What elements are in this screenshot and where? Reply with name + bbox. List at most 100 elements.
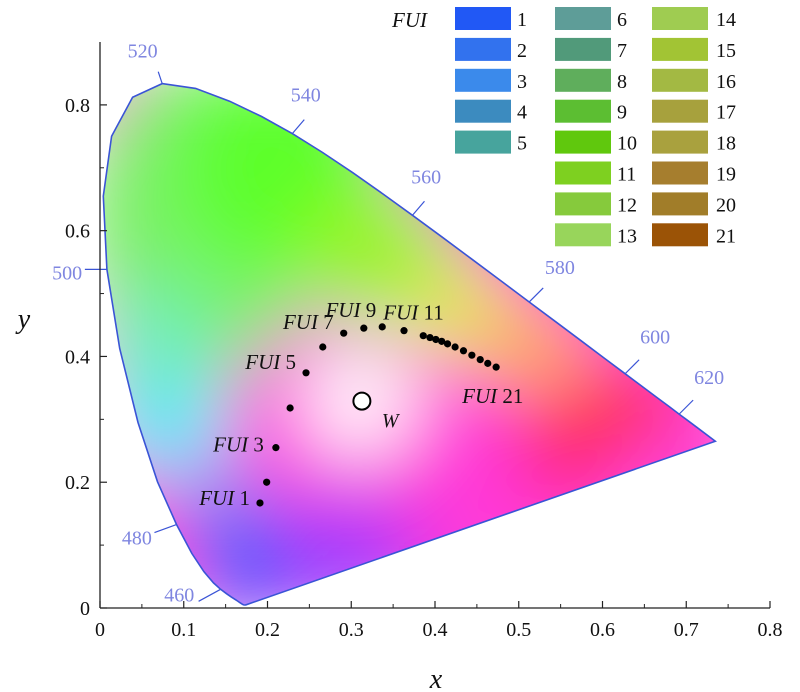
wavelength-label: 500 <box>52 262 82 284</box>
legend-label: 20 <box>716 194 736 216</box>
legend-label: 2 <box>517 40 527 62</box>
wavelength-label: 600 <box>640 327 670 349</box>
x-axis-title: x <box>429 664 443 692</box>
fui-point <box>302 369 310 377</box>
legend-swatch <box>455 99 511 123</box>
fui-point <box>419 332 427 340</box>
fui-point <box>476 355 484 364</box>
fui-point-label: FUI 3 <box>212 433 264 457</box>
legend-swatch <box>555 99 611 123</box>
fui-point <box>360 324 368 332</box>
legend-swatch <box>652 161 708 185</box>
legend-label: 8 <box>617 71 627 93</box>
fui-point-label: FUI 11 <box>382 301 443 325</box>
legend-title: FUI <box>391 8 428 32</box>
fui-point-label: FUI 21 <box>461 384 523 408</box>
fui-point <box>378 323 386 331</box>
legend-swatch <box>555 161 611 185</box>
x-tick-label: 0.2 <box>255 619 280 641</box>
fui-point <box>400 327 408 335</box>
y-axis-title: y <box>15 304 31 335</box>
y-tick-label: 0.2 <box>65 472 90 494</box>
wavelength-tick <box>198 588 221 602</box>
fui-point-label: FUI 7 <box>282 310 334 334</box>
wavelength-tick <box>154 523 177 534</box>
legend-label: 9 <box>617 102 627 124</box>
spectral-locus <box>102 82 717 606</box>
white-point-label: W <box>382 410 401 432</box>
x-tick-label: 0.7 <box>674 619 699 641</box>
fui-point <box>263 478 271 486</box>
x-tick-label: 0.4 <box>423 619 448 641</box>
legend-swatch <box>455 130 511 154</box>
x-tick-label: 0.3 <box>339 619 364 641</box>
fui-point <box>484 359 492 367</box>
legend-swatch <box>555 223 611 247</box>
fui-point <box>443 340 452 348</box>
fui-point <box>451 343 459 351</box>
y-tick-label: 0.6 <box>65 221 90 243</box>
legend-swatch <box>652 223 708 247</box>
fui-point-label: FUI 9 <box>324 298 376 322</box>
wavelength-label: 620 <box>694 367 724 389</box>
legend-label: 10 <box>617 133 637 155</box>
fui-point <box>492 363 500 371</box>
wavelength-label: 580 <box>545 257 575 279</box>
legend-label: 6 <box>617 9 627 31</box>
fui-point <box>340 329 348 337</box>
legend-swatch <box>652 68 708 92</box>
legend-label: 21 <box>716 225 736 247</box>
legend-swatch <box>652 7 708 30</box>
legend-label: 13 <box>617 225 637 247</box>
legend-label: 5 <box>517 133 527 155</box>
legend-swatch <box>555 130 611 154</box>
fui-point <box>286 404 294 412</box>
legend-label: 4 <box>517 102 527 124</box>
fui-points: W <box>256 323 500 507</box>
fui-point <box>256 499 264 507</box>
legend-label: 16 <box>716 71 736 93</box>
legend-label: 19 <box>716 164 736 186</box>
wavelength-labels: 460 480 500 520 540 560 580 600 620 <box>52 41 724 607</box>
y-tick-label: 0.8 <box>65 95 90 117</box>
x-tick-label: 0.1 <box>171 619 196 641</box>
fui-point <box>272 444 280 452</box>
fui-point-label: FUI 5 <box>244 350 296 374</box>
axes: 0 0.1 0.2 0.3 0.4 0.5 0.6 0.7 0.8 0 0.2 0.4 0.6 0.8 x y <box>15 42 783 692</box>
fui-point <box>468 351 476 359</box>
white-point <box>352 391 372 411</box>
fui-point <box>438 337 446 345</box>
fui-point <box>432 335 440 344</box>
wavelength-tick <box>157 71 163 84</box>
y-tick-label: 0.4 <box>65 346 90 368</box>
legend-label: 7 <box>617 40 627 62</box>
y-tick-label: 0 <box>80 598 90 620</box>
wavelength-tick <box>678 399 694 415</box>
fui-point-label: FUI 1 <box>198 486 250 510</box>
legend-swatch <box>555 192 611 216</box>
x-tick-label: 0.8 <box>758 619 783 641</box>
x-tick-label: 0.5 <box>506 619 531 641</box>
x-tick-label: 0 <box>95 619 105 641</box>
legend-label: 1 <box>517 9 527 31</box>
legend-swatch <box>652 99 708 123</box>
wavelength-tick <box>624 359 640 375</box>
legend-label: 17 <box>716 102 736 124</box>
legend-label: 11 <box>617 164 636 186</box>
legend-swatch <box>652 192 708 216</box>
legend-swatch <box>652 37 708 61</box>
legend-swatch <box>555 7 611 30</box>
wavelength-label: 520 <box>128 41 158 63</box>
wavelength-tick <box>412 200 425 216</box>
legend-label: 12 <box>617 194 637 216</box>
wavelength-label: 460 <box>164 584 194 606</box>
legend-swatch <box>455 7 511 30</box>
legend-label: 15 <box>716 40 736 62</box>
wavelength-label: 560 <box>411 166 441 188</box>
fui-point <box>426 333 434 342</box>
legend-label: 14 <box>716 9 736 31</box>
legend-swatch <box>455 37 511 61</box>
